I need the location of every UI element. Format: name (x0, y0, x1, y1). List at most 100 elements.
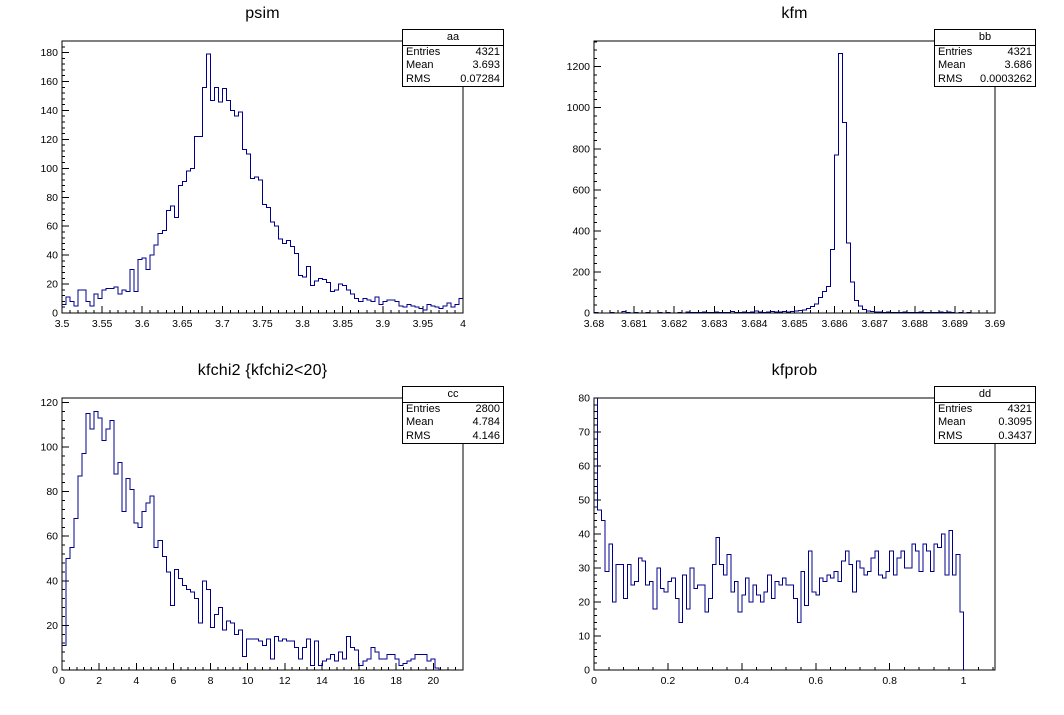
stats-row-mean: Mean 3.693 (406, 59, 500, 72)
svg-text:200: 200 (572, 266, 590, 278)
svg-text:3.689: 3.689 (942, 318, 968, 330)
svg-text:1: 1 (961, 675, 967, 687)
stats-row-rms: RMS 0.0003262 (938, 72, 1032, 85)
svg-text:100: 100 (40, 163, 58, 175)
chart-title-kfchi2: kfchi2 {kfchi2<20} (197, 362, 328, 379)
svg-text:400: 400 (572, 225, 590, 237)
svg-text:600: 600 (572, 184, 590, 196)
svg-text:3.8: 3.8 (295, 318, 310, 330)
svg-text:3.75: 3.75 (252, 318, 273, 330)
svg-text:6: 6 (170, 675, 176, 687)
stats-box-dd[interactable]: dd Entries 4321 Mean 0.3095 RMS 0.3437 (934, 386, 1036, 445)
svg-text:10: 10 (242, 675, 254, 687)
svg-text:16: 16 (353, 675, 365, 687)
svg-text:20: 20 (427, 675, 439, 687)
stats-box-bb[interactable]: bb Entries 4321 Mean 3.686 RMS 0.0003262 (934, 29, 1036, 88)
svg-text:3.5: 3.5 (55, 318, 70, 330)
svg-text:50: 50 (578, 495, 590, 507)
svg-text:1200: 1200 (567, 61, 591, 73)
svg-text:20: 20 (46, 620, 58, 632)
svg-text:180: 180 (40, 47, 58, 59)
svg-text:80: 80 (46, 192, 58, 204)
svg-text:3.683: 3.683 (701, 318, 727, 330)
pad-kfchi2: 0 2 4 6 8 10 12 14 16 18 20 0 20 40 60 80 100 120 kfchi2 … (0, 357, 532, 715)
svg-text:4: 4 (460, 318, 466, 330)
svg-text:60: 60 (46, 531, 58, 543)
svg-text:60: 60 (578, 461, 590, 473)
stats-box-title: dd (935, 387, 1035, 403)
pad-kfprob: 0 0.2 0.4 0.6 0.8 1 0 10 20 30 40 50 60 70 80 kfprob d… (532, 357, 1064, 715)
svg-text:3.65: 3.65 (172, 318, 193, 330)
stats-box-title: aa (403, 30, 503, 46)
svg-text:0.8: 0.8 (882, 675, 897, 687)
svg-text:3.687: 3.687 (862, 318, 888, 330)
svg-text:0.2: 0.2 (661, 675, 676, 687)
stats-row-mean: Mean 4.784 (406, 416, 500, 429)
svg-text:3.6: 3.6 (135, 318, 150, 330)
svg-text:18: 18 (390, 675, 402, 687)
svg-text:800: 800 (572, 143, 590, 155)
svg-text:3.688: 3.688 (902, 318, 928, 330)
svg-text:40: 40 (46, 575, 58, 587)
svg-text:8: 8 (208, 675, 214, 687)
histogram-plot-kfm[interactable]: 3.68 3.681 3.682 3.683 3.684 3.685 3.686 3.687 3… (532, 0, 1064, 357)
svg-text:0: 0 (52, 308, 58, 320)
stats-row-rms: RMS 0.3437 (938, 429, 1032, 442)
svg-text:0.4: 0.4 (735, 675, 750, 687)
svg-text:60: 60 (46, 221, 58, 233)
svg-text:80: 80 (578, 393, 590, 405)
stats-row-mean: Mean 3.686 (938, 59, 1032, 72)
chart-title-kfprob: kfprob (771, 362, 818, 379)
svg-text:40: 40 (46, 250, 58, 262)
stats-box-title: cc (403, 387, 503, 403)
svg-text:0: 0 (59, 675, 65, 687)
svg-text:20: 20 (46, 279, 58, 291)
pad-psim: 3.5 3.55 3.6 3.65 3.7 3.75 3.8 3.85 3.9 3.95 4 0 20 4… (0, 0, 532, 357)
svg-text:0: 0 (591, 675, 597, 687)
stats-row-rms: RMS 0.07284 (406, 72, 500, 85)
svg-text:20: 20 (578, 597, 590, 609)
svg-text:10: 10 (578, 631, 590, 643)
svg-text:3.9: 3.9 (375, 318, 390, 330)
svg-text:140: 140 (40, 105, 58, 117)
histogram-plot-kfchi2[interactable]: 0 2 4 6 8 10 12 14 16 18 20 0 20 40 60 80 100 120 (0, 357, 532, 715)
svg-text:3.55: 3.55 (92, 318, 113, 330)
svg-text:3.95: 3.95 (413, 318, 434, 330)
svg-text:120: 120 (40, 134, 58, 146)
svg-text:3.682: 3.682 (661, 318, 687, 330)
stats-row-rms: RMS 4.146 (406, 429, 500, 442)
pad-kfm: 3.68 3.681 3.682 3.683 3.684 3.685 3.686 3.687 3… (532, 0, 1064, 357)
svg-text:14: 14 (316, 675, 328, 687)
svg-text:100: 100 (40, 442, 58, 454)
svg-text:0: 0 (584, 308, 590, 320)
svg-text:3.684: 3.684 (741, 318, 767, 330)
svg-text:3.69: 3.69 (985, 318, 1006, 330)
stats-box-title: bb (935, 30, 1035, 46)
svg-text:120: 120 (40, 397, 58, 409)
histogram-plot-psim[interactable]: 3.5 3.55 3.6 3.65 3.7 3.75 3.8 3.85 3.9 3.95 40204… (0, 0, 532, 357)
svg-text:4: 4 (133, 675, 139, 687)
chart-title-kfm: kfm (781, 5, 808, 22)
svg-text:3.685: 3.685 (781, 318, 807, 330)
svg-text:0.6: 0.6 (808, 675, 823, 687)
svg-text:0: 0 (52, 665, 58, 677)
svg-text:3.7: 3.7 (215, 318, 230, 330)
stats-row-entries: Entries 4321 (938, 403, 1032, 415)
svg-text:40: 40 (578, 529, 590, 541)
svg-text:3.68: 3.68 (584, 318, 605, 330)
stats-row-entries: Entries 4321 (406, 46, 500, 58)
stats-row-mean: Mean 0.3095 (938, 416, 1032, 429)
stats-row-entries: Entries 4321 (938, 46, 1032, 58)
svg-text:80: 80 (46, 486, 58, 498)
svg-text:2: 2 (96, 675, 102, 687)
svg-text:3.686: 3.686 (821, 318, 847, 330)
svg-text:0: 0 (584, 665, 590, 677)
stats-box-cc[interactable]: cc Entries 2800 Mean 4.784 RMS 4.146 (402, 386, 504, 445)
stats-row-entries: Entries 2800 (406, 403, 500, 415)
stats-box-aa[interactable]: aa Entries 4321 Mean 3.693 RMS 0.07284 (402, 29, 504, 88)
svg-text:3.681: 3.681 (621, 318, 647, 330)
svg-text:160: 160 (40, 76, 58, 88)
svg-text:30: 30 (578, 563, 590, 575)
